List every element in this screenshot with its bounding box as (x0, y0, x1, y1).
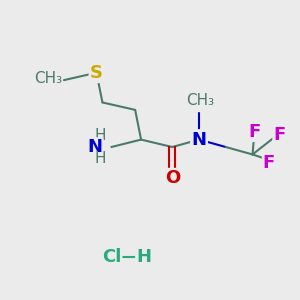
Text: S: S (90, 64, 103, 82)
Text: CH₃: CH₃ (187, 93, 214, 108)
Text: F: F (263, 154, 275, 172)
Text: F: F (248, 123, 260, 141)
Text: H: H (136, 248, 152, 266)
Text: H: H (94, 152, 106, 166)
Text: Cl: Cl (102, 248, 121, 266)
Text: H: H (94, 128, 106, 142)
Text: F: F (273, 126, 285, 144)
Text: CH₃: CH₃ (34, 71, 62, 86)
Text: N: N (88, 138, 103, 156)
Text: O: O (165, 169, 180, 187)
Text: N: N (191, 130, 206, 148)
